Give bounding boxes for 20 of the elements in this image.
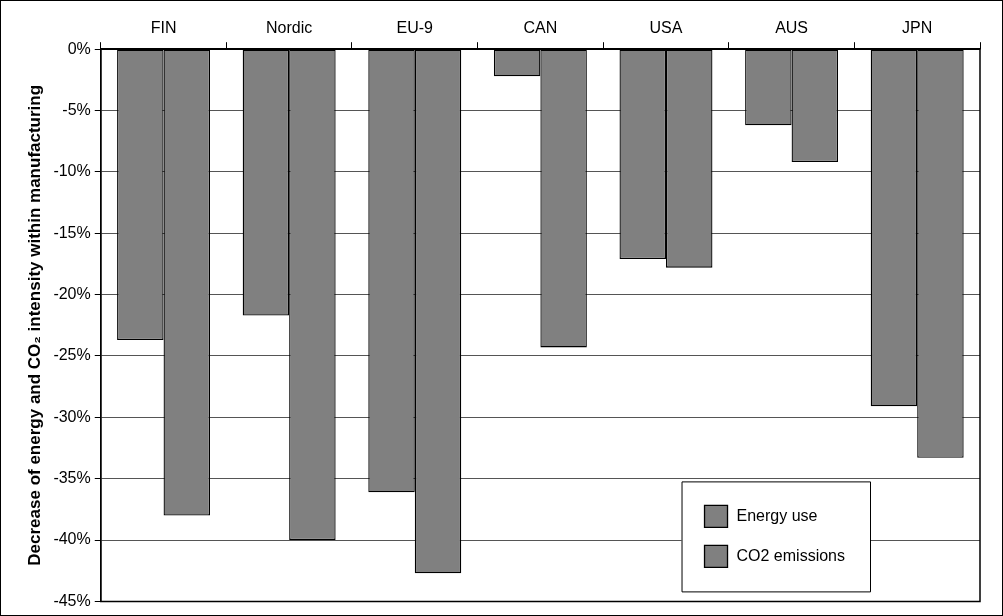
y-tick-label: -30% (53, 407, 91, 425)
x-tick-label: AUS (775, 19, 809, 37)
x-tick-label: FIN (150, 19, 177, 37)
legend-label: Energy use (736, 506, 818, 524)
y-axis-title: Decrease of energy and CO₂ intensity within manufacturing (24, 84, 44, 566)
legend-label: CO2 emissions (736, 546, 846, 564)
y-tick-label: -5% (62, 100, 91, 118)
y-tick-label: 0% (67, 39, 91, 57)
y-tick-label: -20% (53, 285, 91, 303)
y-tick-label: -35% (53, 469, 91, 487)
y-tick-label: -45% (53, 591, 91, 609)
y-tick-label: -15% (53, 223, 91, 241)
x-tick-label: CAN (523, 19, 558, 37)
y-tick-label: -40% (53, 530, 91, 548)
x-tick-label: EU-9 (396, 19, 434, 37)
y-tick-label: -10% (53, 162, 91, 180)
y-tick-label: -25% (53, 346, 91, 364)
x-tick-label: JPN (902, 19, 933, 37)
x-tick-label: USA (649, 19, 683, 37)
x-tick-label: Nordic (266, 19, 313, 37)
